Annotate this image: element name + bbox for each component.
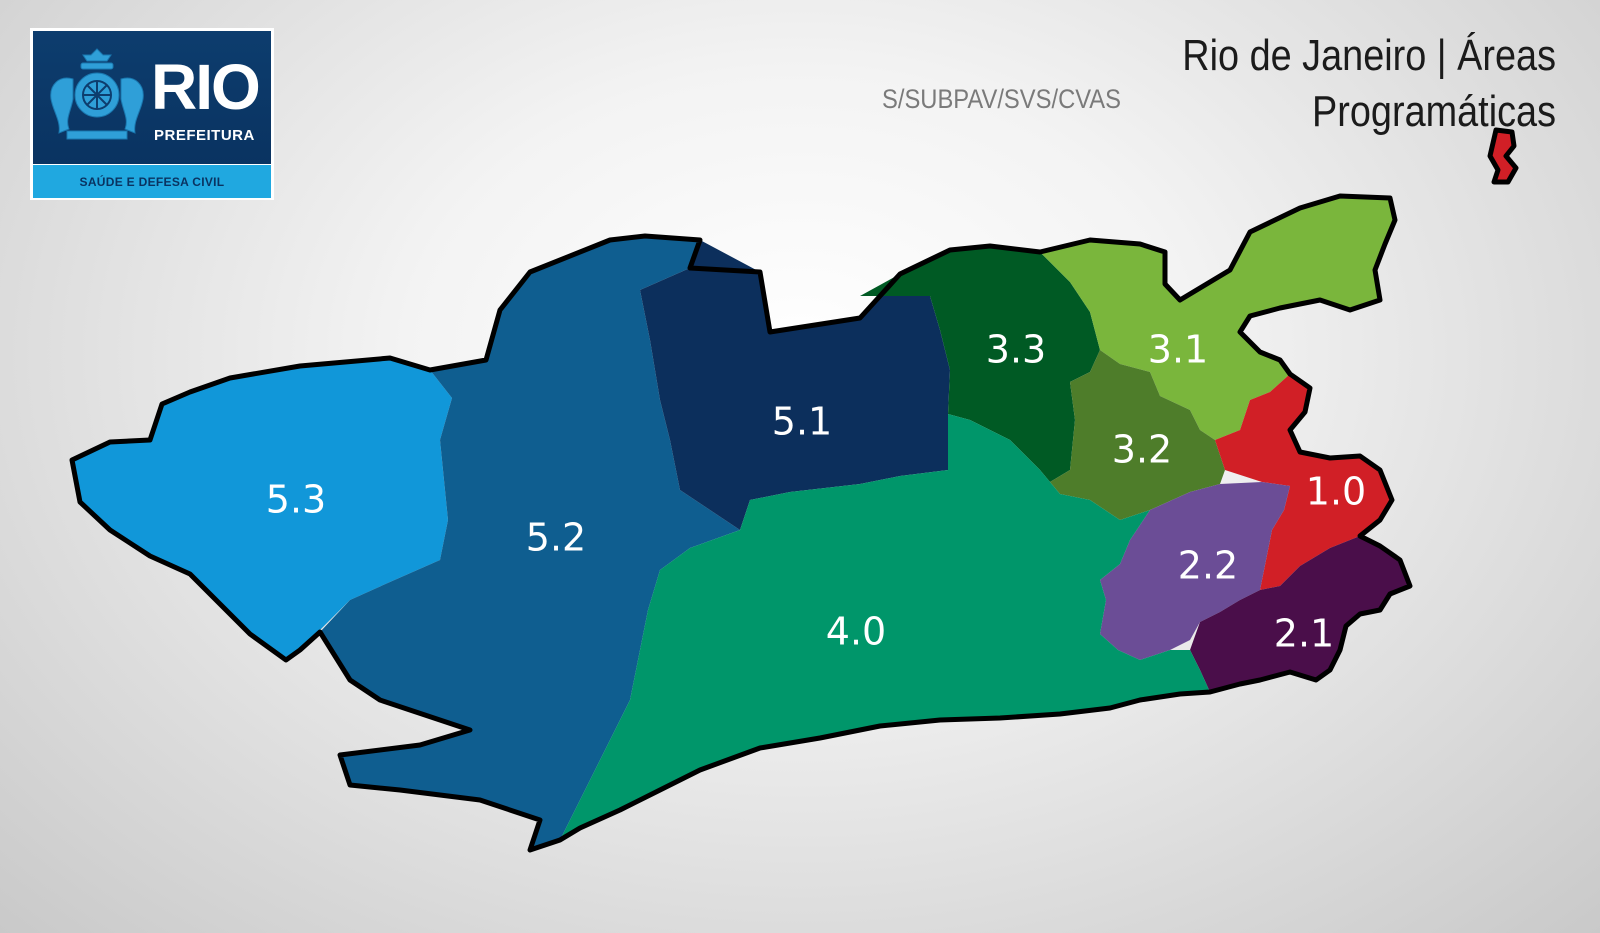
logo-band: SAÚDE E DEFESA CIVIL xyxy=(33,165,271,198)
area-1-0-island xyxy=(1490,130,1516,182)
map-title: Rio de Janeiro | Áreas Programáticas xyxy=(1182,31,1556,136)
area-label-4-0: 4.0 xyxy=(826,610,886,654)
city-boundary-west xyxy=(69,193,1413,853)
area-label-1-0: 1.0 xyxy=(1306,470,1366,514)
area-label-5-3: 5.3 xyxy=(266,478,326,522)
area-label-2-2: 2.2 xyxy=(1178,544,1238,588)
island-boundary xyxy=(1487,127,1519,185)
map-subtitle: S/SUBPAV/SVS/CVAS xyxy=(882,84,1122,114)
area-3-2[interactable] xyxy=(1050,350,1225,520)
area-2-1[interactable] xyxy=(1190,536,1410,692)
area-label-5-1: 5.1 xyxy=(772,400,832,444)
area-5-1[interactable] xyxy=(640,240,950,530)
coat-of-arms-icon xyxy=(50,48,144,140)
area-label-3-3: 3.3 xyxy=(986,328,1046,372)
area-2-2[interactable] xyxy=(1100,482,1290,660)
area-1-0[interactable] xyxy=(1215,374,1392,590)
area-label-2-1: 2.1 xyxy=(1274,612,1334,656)
area-5-3[interactable] xyxy=(72,358,452,660)
prefeitura-logo: RIO PREFEITURA SAÚDE E DEFESA CIVIL xyxy=(30,28,274,200)
area-3-1[interactable] xyxy=(1040,196,1395,440)
area-label-3-1: 3.1 xyxy=(1148,328,1208,372)
logo-brand: RIO xyxy=(151,51,261,123)
area-3-3[interactable] xyxy=(860,246,1100,482)
area-5-2[interactable] xyxy=(320,236,740,850)
logo-subtitle: PREFEITURA xyxy=(154,127,255,144)
logo-top-panel: RIO PREFEITURA xyxy=(33,31,271,164)
area-label-3-2: 3.2 xyxy=(1112,428,1172,472)
area-label-5-2: 5.2 xyxy=(526,516,586,560)
area-4-0[interactable] xyxy=(560,414,1210,840)
